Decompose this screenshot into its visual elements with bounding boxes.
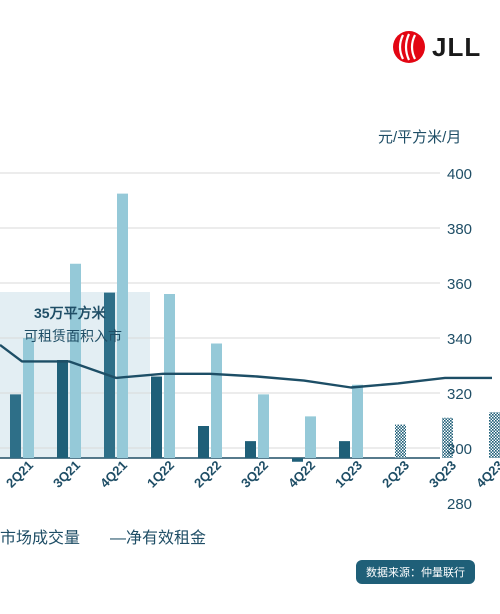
annotation-line1: 35万平方米 <box>34 305 107 321</box>
x-tick-label-3Q23: 3Q23 <box>426 458 459 491</box>
volume-bar-dark-3Q21 <box>57 360 68 458</box>
volume-bar-hatched-2Q23 <box>395 424 406 458</box>
volume-bar-light-3Q21 <box>70 263 81 458</box>
volume-bar-light-2Q21 <box>23 338 34 458</box>
volume-bar-dark-4Q22 <box>292 458 303 462</box>
legend-item-rent: —净有效租金 <box>110 530 207 547</box>
x-tick-label-1Q22: 1Q22 <box>144 458 177 491</box>
y-axis-ticks: 280 300 320 340 360 380 400 <box>447 166 472 513</box>
x-tick-label-2Q21: 2Q21 <box>3 458 36 491</box>
y-axis-unit-label: 元/平方米/月 <box>378 129 462 146</box>
annotation-line2: 可租赁面积入市 <box>24 328 122 344</box>
volume-bar-dark-1Q23 <box>339 441 350 458</box>
legend-item-volume: 市场成交量 <box>0 530 81 547</box>
x-tick-label-4Q21: 4Q21 <box>97 458 130 491</box>
x-tick-label-2Q22: 2Q22 <box>191 458 224 491</box>
y-tick-label: 300 <box>447 441 472 458</box>
source-badge: 数据来源：仲量联行 <box>356 560 475 584</box>
y-tick-label: 340 <box>447 331 472 348</box>
volume-bar-hatched-3Q23 <box>442 417 453 458</box>
y-tick-label: 380 <box>447 221 472 238</box>
legend: 市场成交量 —净有效租金 <box>0 524 206 548</box>
rent-line-path <box>0 343 492 389</box>
volume-bar-light-4Q21 <box>117 193 128 458</box>
x-tick-label-4Q23: 4Q23 <box>473 458 500 491</box>
volume-bar-light-4Q22 <box>305 416 316 458</box>
rent-line <box>0 343 492 389</box>
volume-bar-light-2Q22 <box>211 343 222 458</box>
y-tick-label: 320 <box>447 386 472 403</box>
volume-bar-dark-2Q22 <box>198 426 209 458</box>
volume-bar-dark-1Q22 <box>151 376 162 458</box>
y-tick-label: 400 <box>447 166 472 183</box>
volume-bar-dark-3Q22 <box>245 441 256 458</box>
volume-bar-dark-2Q21 <box>10 394 21 458</box>
volume-bar-light-3Q22 <box>258 394 269 458</box>
x-tick-label-3Q22: 3Q22 <box>238 458 271 491</box>
x-tick-label-3Q21: 3Q21 <box>50 458 83 491</box>
x-axis-ticks: 1Q212Q213Q214Q211Q222Q223Q224Q221Q232Q23… <box>3 458 500 491</box>
logo-text: JLL <box>432 31 482 62</box>
volume-bar-hatched-4Q23 <box>489 412 500 458</box>
volume-bar-light-1Q22 <box>164 294 175 458</box>
y-tick-label: 360 <box>447 276 472 293</box>
volume-bar-light-1Q23 <box>352 384 363 458</box>
x-tick-label-1Q23: 1Q23 <box>332 458 365 491</box>
x-tick-label-2Q23: 2Q23 <box>379 458 412 491</box>
x-tick-label-4Q22: 4Q22 <box>285 458 318 491</box>
jll-logo: JLL <box>392 30 481 64</box>
y-tick-label: 280 <box>447 496 472 513</box>
jll-logo-icon <box>393 31 425 63</box>
